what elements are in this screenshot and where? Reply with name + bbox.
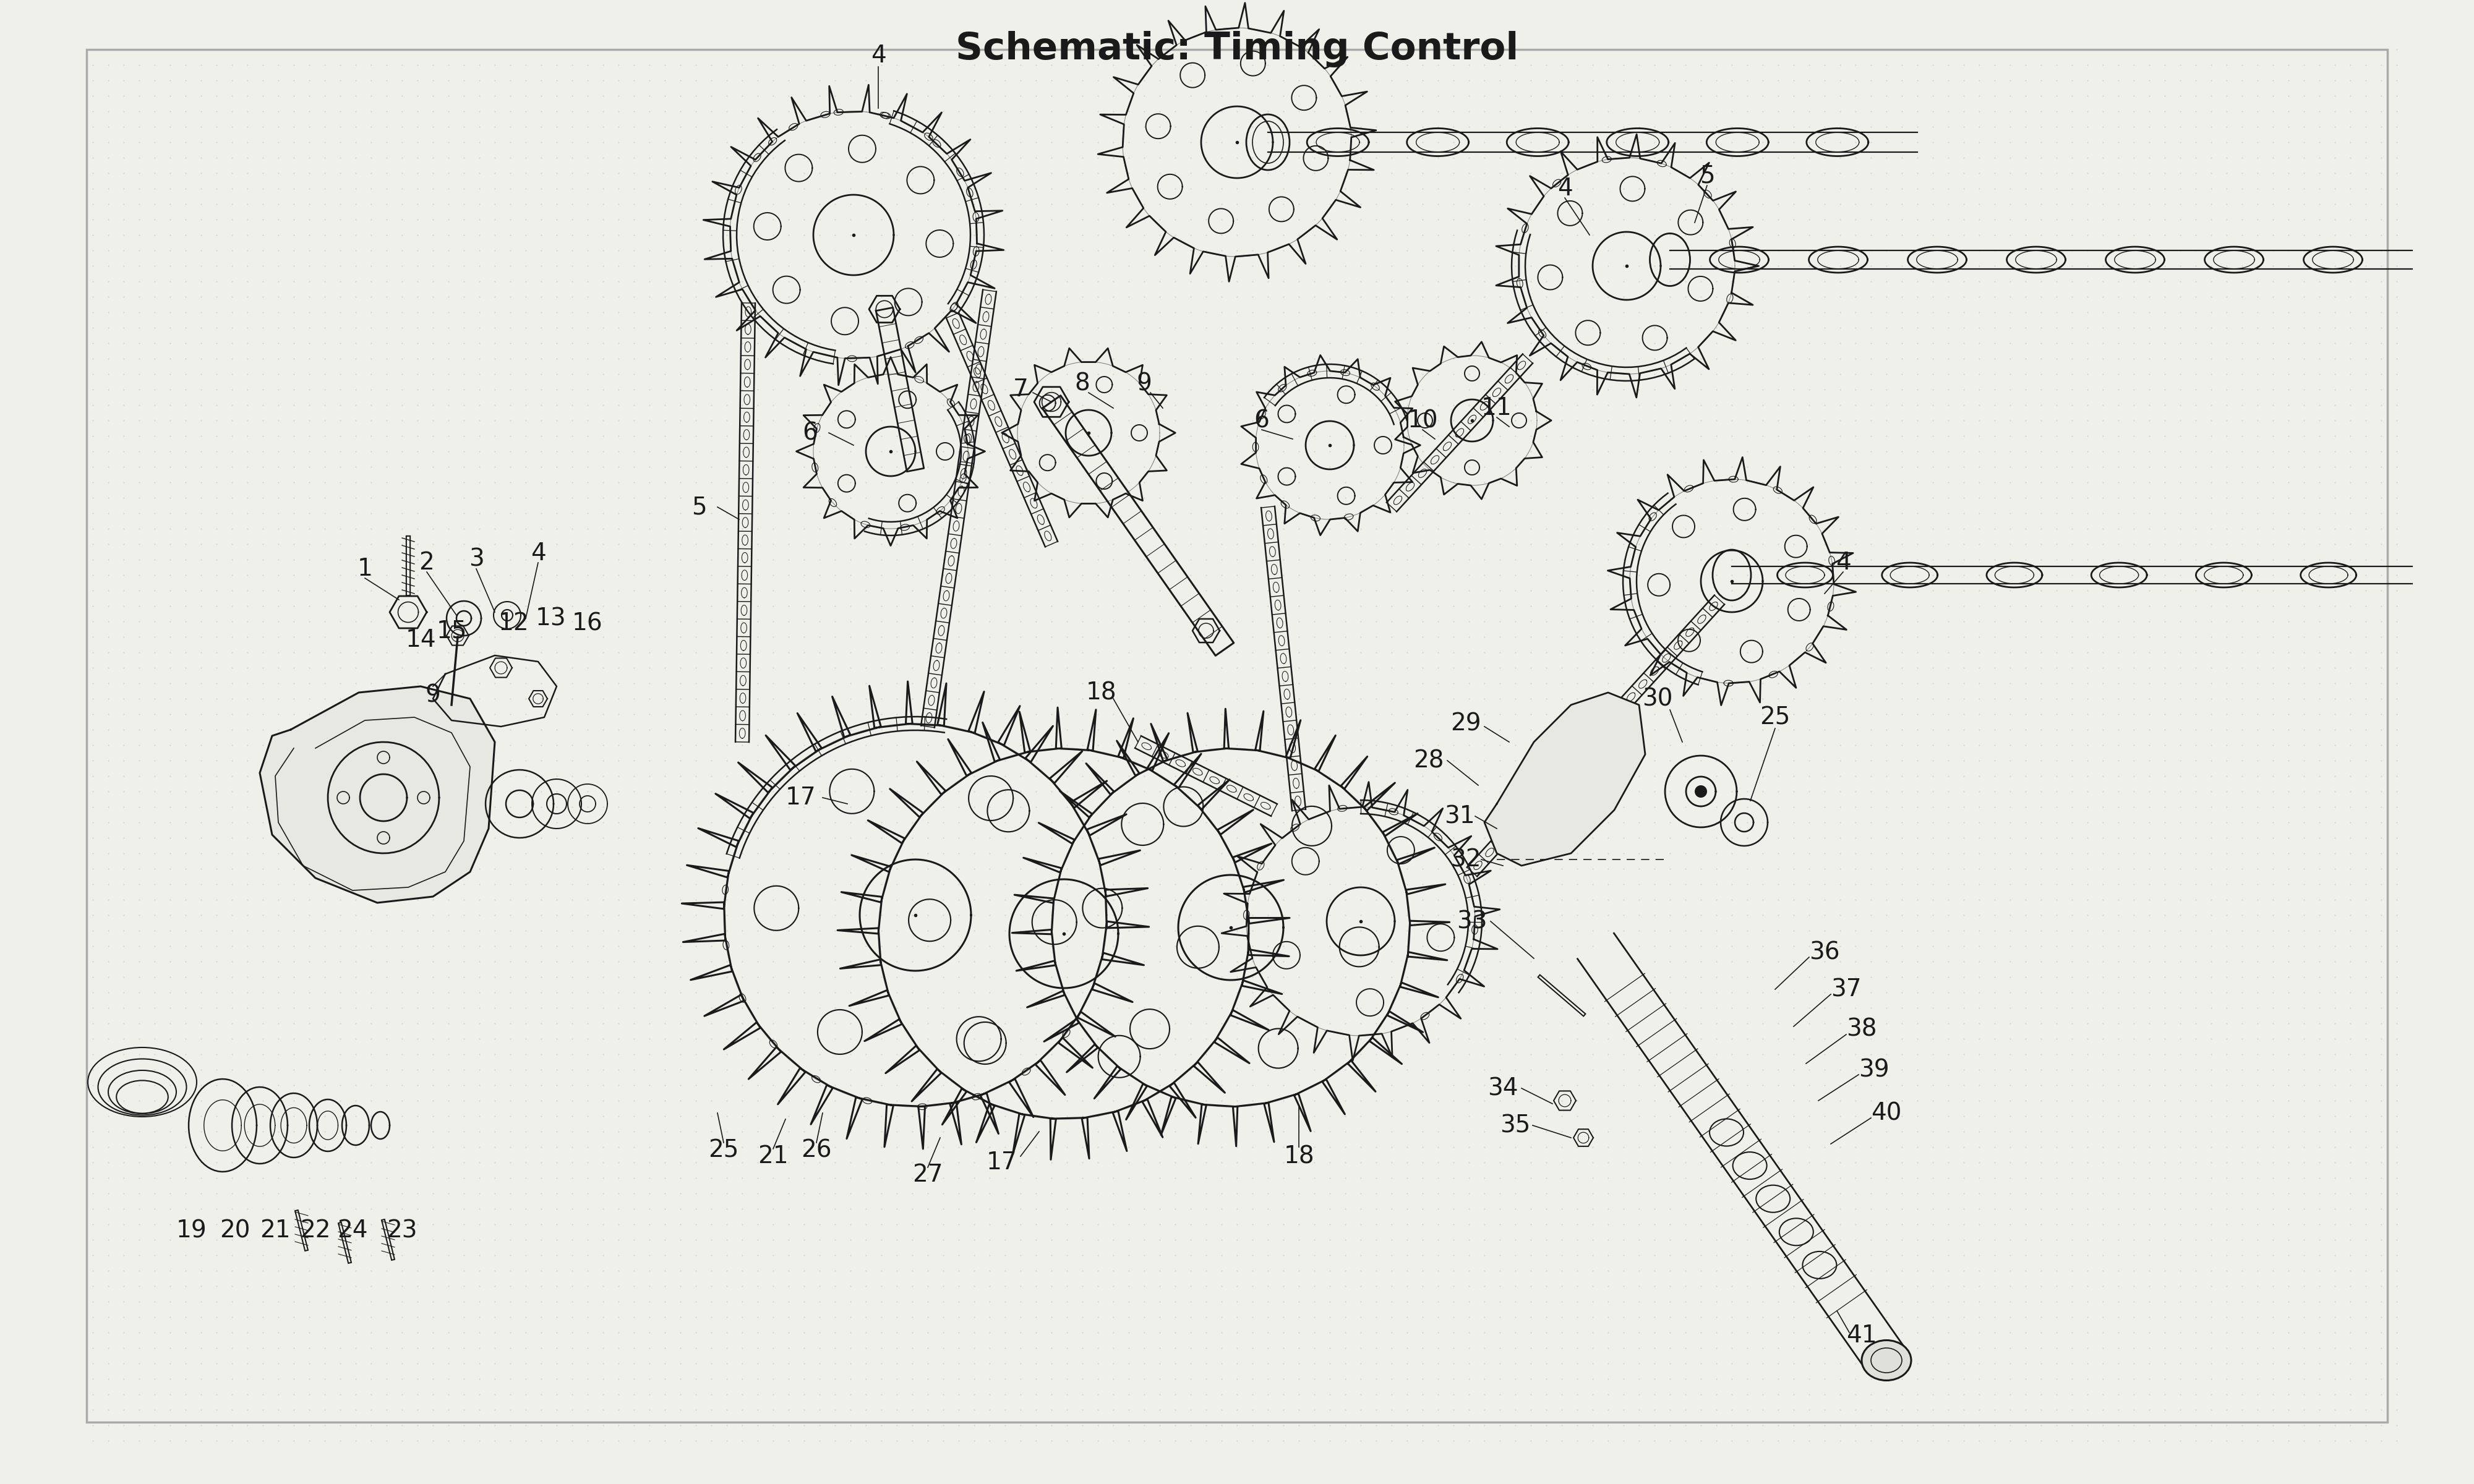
Text: 19: 19	[176, 1218, 208, 1242]
Text: 25: 25	[1759, 705, 1791, 729]
Polygon shape	[1578, 933, 1905, 1373]
Text: 22: 22	[299, 1218, 332, 1242]
Text: 5: 5	[1700, 165, 1714, 188]
Text: 36: 36	[1808, 941, 1841, 965]
Text: 6: 6	[1254, 408, 1269, 432]
Text: 35: 35	[1499, 1113, 1531, 1137]
Text: 8: 8	[1074, 371, 1091, 395]
Ellipse shape	[1863, 1340, 1910, 1380]
Text: 41: 41	[1846, 1324, 1878, 1347]
Text: 40: 40	[1870, 1101, 1903, 1125]
Text: 23: 23	[386, 1218, 418, 1242]
Text: 17: 17	[787, 787, 816, 809]
Circle shape	[1695, 785, 1707, 798]
Text: 3: 3	[468, 548, 485, 571]
Text: 9: 9	[1136, 371, 1153, 395]
Text: 5: 5	[690, 496, 708, 519]
Text: 9: 9	[426, 684, 440, 708]
Text: 10: 10	[1408, 408, 1437, 432]
Text: 31: 31	[1445, 804, 1475, 828]
Text: 12: 12	[497, 611, 529, 635]
Text: 4: 4	[1836, 551, 1851, 574]
Text: 11: 11	[1482, 396, 1512, 420]
Text: 34: 34	[1487, 1076, 1519, 1100]
Text: 14: 14	[406, 628, 435, 651]
Text: 33: 33	[1457, 910, 1487, 933]
Text: 29: 29	[1450, 712, 1482, 735]
Text: 13: 13	[534, 607, 567, 631]
Polygon shape	[876, 307, 923, 472]
Text: 1: 1	[356, 556, 374, 580]
Text: 18: 18	[1086, 681, 1116, 705]
Text: 4: 4	[871, 45, 886, 67]
Text: 39: 39	[1858, 1058, 1890, 1082]
Text: 21: 21	[757, 1144, 789, 1168]
Text: 27: 27	[913, 1163, 943, 1187]
Text: 16: 16	[571, 611, 604, 635]
Text: 30: 30	[1643, 687, 1672, 711]
Text: 15: 15	[435, 619, 468, 643]
Text: 6: 6	[802, 421, 819, 445]
Polygon shape	[1042, 396, 1235, 656]
Polygon shape	[1484, 693, 1645, 865]
Text: 17: 17	[987, 1150, 1017, 1174]
Polygon shape	[260, 686, 495, 902]
Text: 26: 26	[802, 1138, 831, 1162]
Text: 32: 32	[1450, 847, 1482, 871]
Text: 24: 24	[336, 1218, 369, 1242]
Text: 38: 38	[1846, 1018, 1878, 1042]
Text: 4: 4	[1556, 177, 1573, 200]
Text: 4: 4	[529, 542, 547, 565]
Text: 28: 28	[1413, 749, 1445, 772]
Text: 2: 2	[418, 551, 435, 574]
Text: 18: 18	[1284, 1144, 1314, 1168]
Text: 21: 21	[260, 1218, 289, 1242]
Text: 37: 37	[1831, 978, 1860, 1002]
Text: 25: 25	[708, 1138, 740, 1162]
Text: 20: 20	[220, 1218, 250, 1242]
Text: Schematic: Timing Control: Schematic: Timing Control	[955, 31, 1519, 67]
Text: 7: 7	[1012, 378, 1029, 401]
